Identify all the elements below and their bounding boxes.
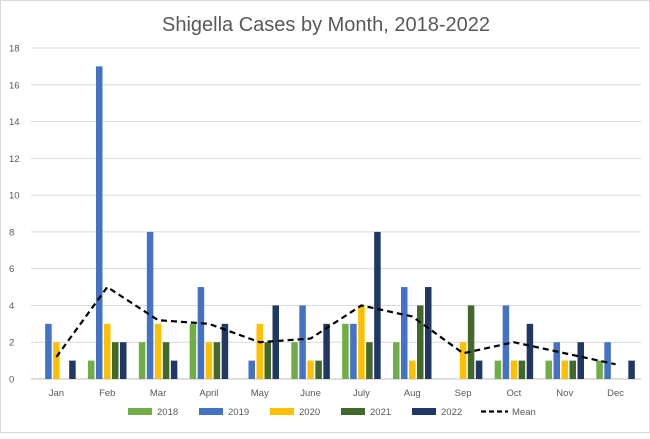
bar-2020 bbox=[53, 342, 60, 379]
x-tick-label: April bbox=[199, 388, 218, 399]
bar-2019 bbox=[146, 231, 154, 379]
y-tick-label: 10 bbox=[9, 191, 20, 202]
legend-swatch-2018 bbox=[128, 408, 152, 415]
x-tick-label: Dec bbox=[607, 388, 624, 399]
legend-swatch-2021 bbox=[341, 408, 365, 415]
bar-2018 bbox=[545, 360, 552, 379]
legend-label: 2021 bbox=[370, 407, 391, 418]
y-tick-label: 14 bbox=[9, 117, 20, 128]
bar-2019 bbox=[502, 305, 510, 379]
y-tick-label: 8 bbox=[9, 227, 14, 238]
bar-2018 bbox=[88, 360, 95, 379]
mean-line bbox=[55, 285, 616, 366]
bar-2018 bbox=[291, 342, 298, 379]
bar-2020 bbox=[307, 360, 314, 379]
legend-swatch-2019 bbox=[199, 408, 223, 415]
bar-2020 bbox=[409, 360, 416, 379]
bar-2022 bbox=[425, 287, 432, 379]
bar-2019 bbox=[96, 66, 103, 379]
bar-2018 bbox=[342, 323, 349, 379]
bar-2022 bbox=[577, 342, 584, 379]
bar-2018 bbox=[393, 342, 400, 379]
x-axis-ticks: Jan Feb Mar April May June July Aug Sep Oct Nov Dec bbox=[49, 388, 625, 399]
bar-2021 bbox=[112, 342, 119, 379]
bar-2020 bbox=[358, 305, 365, 379]
y-tick-label: 12 bbox=[9, 154, 20, 165]
bar-2019 bbox=[604, 342, 611, 379]
x-tick-label: Nov bbox=[556, 388, 573, 399]
legend-label: 2022 bbox=[441, 407, 462, 418]
bar-2022 bbox=[628, 360, 635, 379]
legend-label: Mean bbox=[512, 407, 536, 418]
x-tick-label: Feb bbox=[99, 388, 115, 399]
bar-2019 bbox=[401, 287, 408, 379]
bar-2021 bbox=[467, 305, 475, 379]
y-tick-label: 6 bbox=[9, 264, 14, 275]
bar-2021 bbox=[315, 360, 322, 379]
bar-2022 bbox=[120, 342, 127, 379]
x-tick-label: Aug bbox=[404, 388, 421, 399]
bar-2019 bbox=[299, 305, 306, 379]
x-tick-label: Jan bbox=[49, 388, 64, 399]
mean-line-group bbox=[55, 285, 616, 366]
bar-2018 bbox=[494, 360, 502, 379]
bar-2018 bbox=[596, 360, 603, 379]
bar-2021 bbox=[162, 342, 170, 379]
bar-2021 bbox=[518, 360, 526, 379]
bar-2021 bbox=[264, 342, 271, 379]
bar-2019 bbox=[45, 323, 52, 379]
legend-swatch-2022 bbox=[412, 408, 436, 415]
bar-2020 bbox=[510, 360, 518, 379]
bars bbox=[45, 66, 635, 379]
bar-2022 bbox=[221, 323, 229, 379]
bar-2022 bbox=[323, 323, 330, 379]
y-tick-label: 0 bbox=[9, 375, 14, 386]
bar-2018 bbox=[138, 342, 146, 379]
bar-2020 bbox=[104, 323, 111, 379]
y-tick-label: 18 bbox=[9, 44, 20, 55]
bar-2020 bbox=[459, 342, 467, 379]
bar-2021 bbox=[569, 360, 576, 379]
gridlines bbox=[31, 47, 641, 380]
bar-2020 bbox=[205, 342, 213, 379]
y-tick-label: 2 bbox=[9, 338, 14, 349]
legend-swatch-2020 bbox=[270, 408, 294, 415]
bar-2020 bbox=[154, 323, 162, 379]
x-tick-label: June bbox=[300, 388, 321, 399]
bar-2021 bbox=[213, 342, 221, 379]
chart-title: Shigella Cases by Month, 2018-2022 bbox=[162, 14, 490, 36]
bar-2022 bbox=[475, 360, 483, 379]
bar-2019 bbox=[553, 342, 560, 379]
bar-2021 bbox=[366, 342, 373, 379]
bar-2021 bbox=[417, 305, 424, 379]
x-tick-label: May bbox=[251, 388, 269, 399]
legend-label: 2018 bbox=[157, 407, 178, 418]
bar-2022 bbox=[526, 323, 534, 379]
y-tick-label: 4 bbox=[9, 301, 14, 312]
x-tick-label: Sep bbox=[455, 388, 472, 399]
bar-2022 bbox=[69, 360, 76, 379]
x-tick-label: Oct bbox=[507, 388, 522, 399]
bar-2019 bbox=[197, 287, 205, 379]
bar-2020 bbox=[256, 323, 263, 379]
legend-label: 2020 bbox=[299, 407, 320, 418]
bar-2020 bbox=[561, 360, 568, 379]
bar-2019 bbox=[350, 323, 357, 379]
y-axis-ticks: 0 2 4 6 8 10 12 14 16 18 bbox=[9, 44, 20, 386]
bar-2019 bbox=[248, 360, 255, 379]
x-tick-label: Mar bbox=[150, 388, 166, 399]
legend: 2018 2019 2020 2021 2022 Mean bbox=[128, 407, 536, 418]
bar-2022 bbox=[170, 360, 178, 379]
bar-2022 bbox=[272, 305, 279, 379]
bar-2022 bbox=[374, 231, 381, 379]
x-tick-label: July bbox=[353, 388, 370, 399]
legend-label: 2019 bbox=[228, 407, 249, 418]
y-tick-label: 16 bbox=[9, 80, 20, 91]
bar-2018 bbox=[189, 323, 197, 379]
